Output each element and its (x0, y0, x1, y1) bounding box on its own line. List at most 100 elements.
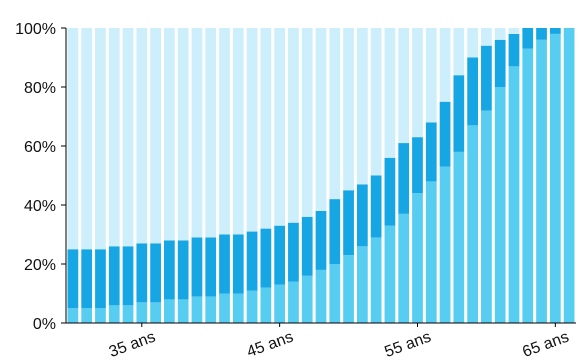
bar-segment-38-1 (177, 240, 189, 300)
bar-segment-35-1 (136, 243, 148, 303)
bar-segment-49-0 (329, 264, 341, 323)
bar-segment-53-1 (384, 157, 396, 226)
bar-segment-57-0 (439, 166, 451, 323)
y-tick-label: 60% (24, 139, 56, 156)
bar-segment-64-1 (536, 28, 547, 40)
bar-segment-59-1 (467, 57, 478, 126)
bar-segment-45-1 (274, 225, 286, 285)
bar-segment-60-0 (481, 110, 492, 323)
bar-segment-61-1 (494, 39, 506, 87)
bar-segment-47-2 (301, 28, 313, 217)
y-tick-label: 0% (33, 316, 56, 333)
bar-segment-50-2 (343, 28, 354, 191)
bar-segment-54-2 (398, 28, 410, 144)
bar-segment-58-1 (453, 75, 465, 152)
bar-segment-66-0 (563, 28, 575, 323)
bar-segment-50-0 (343, 255, 354, 323)
bar-segment-47-0 (301, 275, 313, 323)
bar-segment-32-2 (95, 28, 106, 250)
bar-segment-62-1 (508, 33, 520, 67)
bar-segment-54-0 (398, 213, 410, 323)
bar-segment-65-1 (549, 28, 561, 34)
bar-segment-45-2 (274, 28, 286, 226)
bar-segment-30-2 (67, 28, 79, 250)
bar-segment-39-0 (191, 296, 203, 323)
bar-segment-43-0 (246, 290, 258, 323)
bar-segment-53-2 (384, 28, 396, 158)
bar-segment-32-1 (95, 249, 106, 309)
bar-segment-49-1 (329, 199, 341, 264)
bar-segment-41-2 (219, 28, 230, 235)
bar-segment-40-2 (205, 28, 217, 238)
bar-segment-62-2 (508, 28, 520, 34)
bar-segment-34-1 (122, 246, 134, 306)
bar-segment-49-2 (329, 28, 341, 200)
bar-segment-63-1 (522, 28, 534, 49)
bar-segment-53-0 (384, 225, 396, 323)
bar-segment-65-0 (549, 33, 561, 324)
bar-segment-36-1 (150, 243, 161, 303)
bar-segment-61-0 (494, 87, 506, 323)
bar-segment-55-0 (412, 193, 423, 323)
bar-segment-41-1 (219, 234, 230, 294)
bar-segment-36-2 (150, 28, 161, 244)
bar-segment-43-1 (246, 231, 258, 291)
bar-segment-62-0 (508, 66, 520, 323)
bar-segment-37-1 (164, 240, 175, 300)
x-tick-label: 45 ans (245, 329, 296, 361)
bar-segment-52-1 (370, 175, 382, 238)
bar-segment-38-2 (177, 28, 189, 241)
bar-segment-47-1 (301, 216, 313, 276)
bar-segment-57-2 (439, 28, 451, 102)
bar-segment-42-0 (232, 293, 244, 323)
bar-segment-59-0 (467, 125, 478, 323)
bar-segment-36-0 (150, 302, 161, 323)
bar-segment-41-0 (219, 293, 230, 323)
bar-segment-51-0 (356, 246, 368, 323)
y-tick-label: 100% (15, 21, 56, 38)
bar-segment-55-2 (412, 28, 423, 138)
bar-segment-48-2 (315, 28, 327, 211)
bar-segment-58-2 (453, 28, 465, 76)
y-tick-label: 20% (24, 257, 56, 274)
x-tick-label: 55 ans (382, 329, 433, 361)
bar-segment-42-1 (232, 234, 244, 294)
bar-segment-44-2 (260, 28, 272, 229)
bar-segment-43-2 (246, 28, 258, 232)
bar-segment-46-0 (288, 281, 299, 323)
bar-segment-34-2 (122, 28, 134, 247)
y-tick-label: 40% (24, 198, 56, 215)
bar-segment-44-1 (260, 228, 272, 288)
bar-segment-52-2 (370, 28, 382, 176)
bar-segment-54-1 (398, 143, 410, 214)
bar-segment-33-2 (108, 28, 120, 247)
bar-segment-39-2 (191, 28, 203, 238)
y-tick-label: 80% (24, 80, 56, 97)
bar-segment-63-0 (522, 48, 534, 324)
bar-segment-35-2 (136, 28, 148, 244)
bar-segment-34-0 (122, 305, 134, 323)
bar-segment-46-2 (288, 28, 299, 223)
bar-segment-50-1 (343, 190, 354, 256)
bar-segment-51-2 (356, 28, 368, 185)
bar-segment-44-0 (260, 287, 272, 323)
bar-segment-64-0 (536, 39, 547, 324)
bar-segment-46-1 (288, 222, 299, 282)
bar-segment-33-0 (108, 305, 120, 323)
y-tick-labels: 0% 20% 40% 60% 80% 100% (15, 21, 56, 333)
bar-segment-59-2 (467, 28, 478, 58)
bar-segment-48-0 (315, 269, 327, 323)
bar-segment-38-0 (177, 299, 189, 323)
bar-segment-31-1 (81, 249, 93, 309)
bar-segment-55-1 (412, 137, 423, 194)
bar-segment-33-1 (108, 246, 120, 306)
x-tick-label: 65 ans (520, 329, 571, 361)
bar-segment-30-1 (67, 249, 79, 309)
bar-segment-40-1 (205, 237, 217, 297)
bar-segment-31-2 (81, 28, 93, 250)
bar-segment-32-0 (95, 308, 106, 323)
bar-segment-45-0 (274, 284, 286, 323)
axes-layer (61, 27, 576, 327)
x-tick-labels: 35 ans 45 ans 55 ans 65 ans (107, 329, 571, 361)
bar-segment-60-2 (481, 28, 492, 46)
